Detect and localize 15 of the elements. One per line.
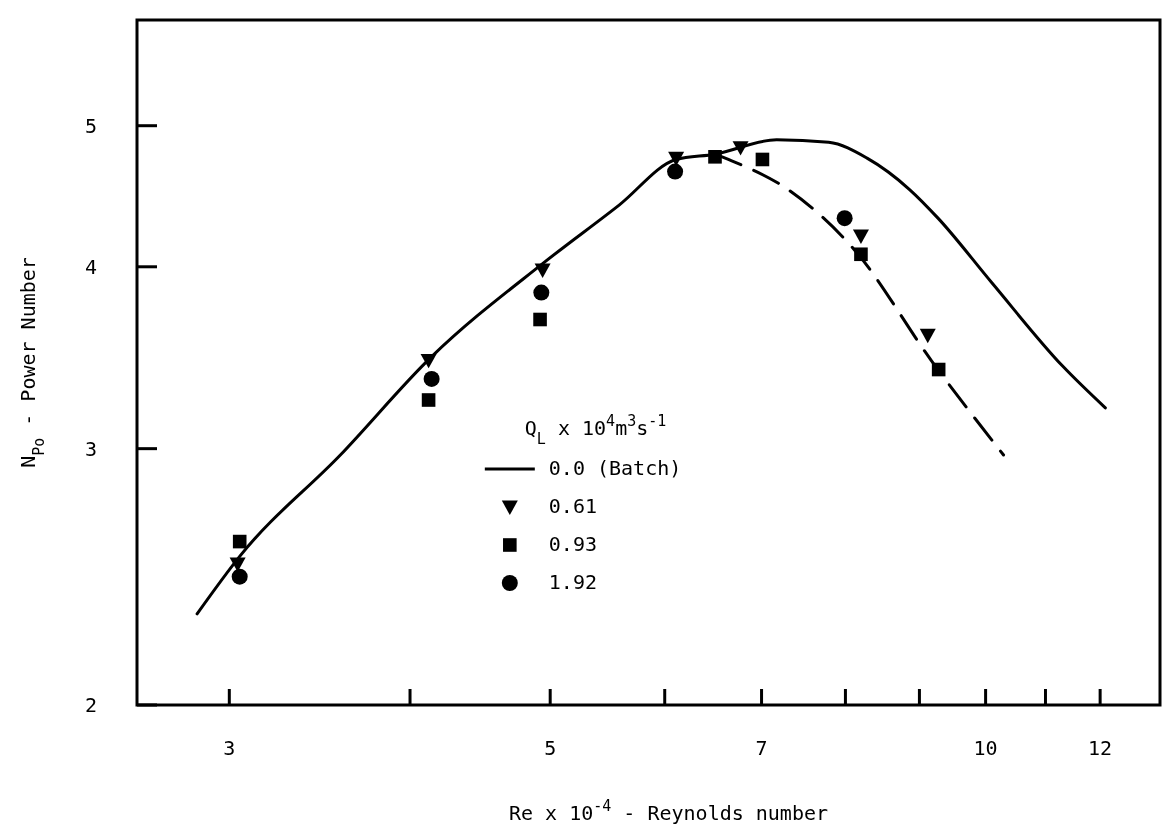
legend-title: Q$_{L}$ x 10$^{4}$m$^{3}$s$^{-1}$	[524, 412, 667, 448]
x-tick-label: 7	[755, 736, 768, 760]
legend-label: 0.61	[548, 494, 597, 518]
x-axis-title: Re x 10$^{-4}$ - Reynolds number	[508, 797, 829, 825]
legend-label: 0.93	[548, 532, 597, 556]
legend-label: 0.0 (Batch)	[548, 456, 682, 480]
y-tick-label: 3	[84, 436, 97, 461]
x-tick-label: 12	[1088, 736, 1113, 760]
y-tick-label: 5	[84, 113, 97, 138]
y-tick-label: 2	[84, 693, 97, 717]
x-tick-label: 3	[223, 736, 236, 760]
legend-label: 1.92	[548, 570, 597, 594]
x-tick-label: 5	[544, 736, 557, 760]
y-tick-label: 4	[84, 254, 97, 279]
x-tick-label: 10	[973, 736, 998, 760]
